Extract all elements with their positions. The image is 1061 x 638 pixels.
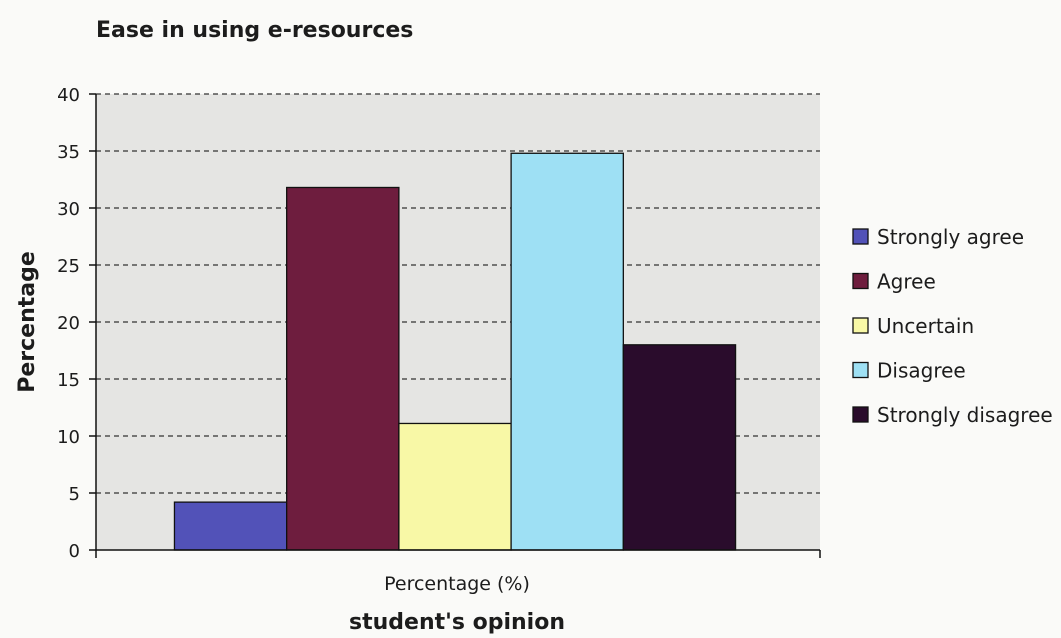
legend-swatch-uncertain: [853, 318, 868, 333]
y-tick-label: 0: [69, 541, 80, 562]
legend-label-disagree: Disagree: [877, 359, 966, 383]
bar-strongly-disagree: [623, 345, 735, 550]
y-tick-label: 30: [57, 199, 80, 220]
bar-uncertain: [399, 423, 511, 550]
y-tick-label: 35: [57, 142, 80, 163]
bar-strongly-agree: [174, 502, 286, 550]
x-category-label: Percentage (%): [384, 573, 530, 595]
legend-swatch-agree: [853, 274, 868, 289]
chart-title: Ease in using e-resources: [96, 18, 413, 43]
y-tick-label: 10: [57, 427, 80, 448]
legend-swatch-disagree: [853, 363, 868, 378]
y-tick-label: 25: [57, 256, 80, 277]
legend-label-uncertain: Uncertain: [877, 314, 974, 338]
legend-label-agree: Agree: [877, 270, 936, 294]
legend-swatch-strongly-agree: [853, 229, 868, 244]
x-axis-title: student's opinion: [349, 610, 565, 635]
y-tick-label: 40: [57, 85, 80, 106]
y-tick-labels: 0 5 10 15 20 25 30 35 40: [57, 85, 80, 562]
legend-label-strongly-agree: Strongly agree: [877, 225, 1024, 249]
bar-disagree: [511, 153, 623, 550]
y-tick-label: 20: [57, 313, 80, 334]
y-tick-label: 15: [57, 370, 80, 391]
legend-label-strongly-disagree: Strongly disagree: [877, 403, 1053, 427]
y-axis-title: Percentage: [15, 251, 40, 393]
y-tick-label: 5: [69, 484, 80, 505]
legend-swatch-strongly-disagree: [853, 407, 868, 422]
legend: Strongly agree Agree Uncertain Disagree Stro…: [853, 225, 1053, 427]
bar-agree: [287, 187, 399, 550]
